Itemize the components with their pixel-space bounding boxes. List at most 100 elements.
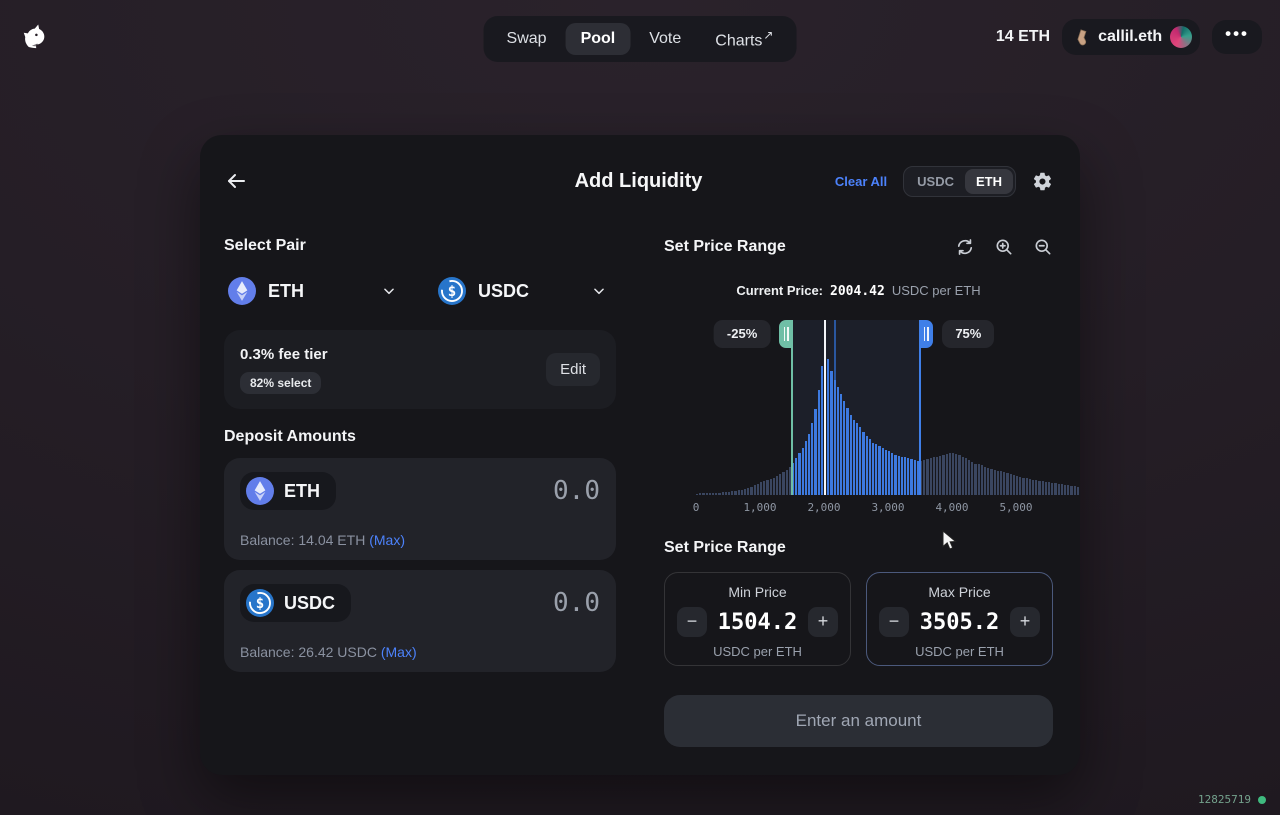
edit-fee-button[interactable]: Edit (546, 353, 600, 386)
toggle-usdc[interactable]: USDC (917, 173, 954, 189)
settings-gear-icon[interactable] (1032, 171, 1053, 192)
histogram-bar (721, 492, 724, 495)
zoom-out-icon[interactable] (1033, 237, 1053, 257)
x-axis-tick: 0 (692, 501, 700, 514)
histogram-bar (852, 419, 855, 495)
current-price-row: Current Price: 2004.42 USDC per ETH (664, 283, 1053, 299)
tab-pool[interactable]: Pool (565, 23, 631, 56)
histogram-bar (1012, 474, 1015, 495)
token-a-select[interactable]: ETH (224, 270, 406, 312)
pair-row: ETH $ USDC (224, 270, 616, 312)
refresh-icon[interactable] (955, 237, 975, 257)
histogram-bar (939, 455, 942, 495)
max-price-handle[interactable] (919, 320, 934, 348)
x-axis: 0 1,000 2,000 3,000 4,000 5,000 (692, 499, 1080, 517)
histogram-bar (907, 458, 910, 495)
fee-tier-label: 0.3% fee tier (240, 345, 328, 363)
min-price-decrement-button[interactable]: − (677, 607, 707, 637)
tab-charts[interactable]: Charts↗ (700, 21, 788, 57)
select-pair-title: Select Pair (224, 237, 306, 254)
max-price-increment-button[interactable]: + (1010, 607, 1040, 637)
histogram-bar (945, 453, 948, 495)
min-price-handle[interactable] (779, 320, 794, 348)
toggle-eth[interactable]: ETH (965, 168, 1013, 194)
histogram-bar (993, 469, 996, 495)
token-b-select[interactable]: $ USDC (434, 270, 616, 312)
uniswap-logo-icon[interactable] (20, 22, 50, 52)
histogram-bar (955, 453, 958, 495)
histogram-bar (760, 481, 763, 495)
histogram-bar (1003, 472, 1006, 495)
clear-all-button[interactable]: Clear All (834, 173, 888, 189)
svg-text:$: $ (256, 596, 264, 612)
zoom-in-icon[interactable] (994, 237, 1014, 257)
histogram-bar (926, 459, 929, 495)
usdc-amount-input[interactable]: 0.0 (553, 588, 600, 618)
histogram-bar (782, 472, 785, 495)
block-number: 12825719 (1198, 793, 1251, 806)
histogram-bar (1009, 474, 1012, 495)
x-axis-tick: 5,000 (999, 501, 1033, 514)
histogram-bar (929, 458, 932, 495)
min-price-increment-button[interactable]: + (808, 607, 838, 637)
deposit-eth-token[interactable]: ETH (240, 472, 336, 510)
usdc-max-button[interactable]: (Max) (380, 644, 417, 660)
histogram-bar (977, 464, 980, 495)
histogram-bar (884, 449, 887, 495)
x-axis-tick: 3,000 (871, 501, 905, 514)
deposit-eth-symbol: ETH (284, 480, 320, 501)
histogram-bar (1022, 477, 1025, 495)
fee-selection-badge: 82% select (240, 371, 322, 394)
chevron-down-icon (592, 284, 606, 298)
min-handle-line (791, 320, 794, 495)
set-price-range-title-2: Set Price Range (664, 539, 786, 556)
histogram-bar (1016, 475, 1019, 495)
tab-vote[interactable]: Vote (649, 30, 682, 48)
liquidity-chart[interactable]: -25% 75% 0 1,000 2,000 3,000 4,000 5,000 (692, 320, 1080, 517)
min-price-box: Min Price − 1504.2 + USDC per ETH (664, 572, 851, 666)
max-percent-badge: 75% (942, 320, 995, 348)
min-price-unit: USDC per ETH (713, 644, 802, 659)
histogram-bar (772, 477, 775, 495)
chevron-down-icon (382, 284, 396, 298)
min-price-input[interactable]: 1504.2 (717, 609, 798, 635)
block-number-indicator[interactable]: 12825719 (1198, 793, 1266, 806)
histogram-bar (798, 453, 801, 495)
token-a-symbol: ETH (268, 280, 304, 301)
histogram-bar (833, 379, 836, 495)
max-price-input[interactable]: 3505.2 (919, 609, 1000, 635)
histogram-bar (856, 423, 859, 495)
histogram-bar (932, 457, 935, 495)
histogram-bar (788, 467, 791, 495)
balance-label: Balance: (240, 644, 295, 660)
histogram-bar (1054, 483, 1057, 495)
histogram-bar (964, 458, 967, 495)
histogram-bar (734, 490, 737, 495)
histogram-bar (1051, 482, 1054, 495)
tab-swap[interactable]: Swap (506, 30, 547, 48)
eth-amount-input[interactable]: 0.0 (553, 476, 600, 506)
max-price-decrement-button[interactable]: − (879, 607, 909, 637)
liquidity-distribution-plot: -25% 75% (696, 320, 1080, 495)
max-price-unit: USDC per ETH (915, 644, 1004, 659)
more-menu-button[interactable]: ••• (1212, 20, 1262, 54)
usdc-icon: $ (246, 589, 274, 617)
deposit-usdc-token[interactable]: $ USDC (240, 584, 352, 622)
histogram-bar (878, 446, 881, 495)
histogram-bar (894, 454, 897, 495)
tab-charts-label: Charts (715, 32, 763, 50)
x-axis-tick: 2,000 (807, 501, 841, 514)
histogram-bar (1048, 482, 1051, 495)
histogram-bar (840, 393, 843, 495)
histogram-bar (923, 460, 926, 495)
deposit-amounts-title: Deposit Amounts (224, 428, 356, 445)
eth-icon (246, 477, 274, 505)
enter-amount-button[interactable]: Enter an amount (664, 695, 1053, 747)
eth-max-button[interactable]: (Max) (369, 532, 405, 548)
back-button[interactable] (224, 167, 252, 195)
external-link-icon: ↗ (763, 28, 774, 42)
histogram-bar (776, 475, 779, 495)
balance-amount: 26.42 USDC (298, 644, 377, 660)
account-button[interactable]: callil.eth (1062, 19, 1201, 55)
histogram-bar (974, 463, 977, 495)
